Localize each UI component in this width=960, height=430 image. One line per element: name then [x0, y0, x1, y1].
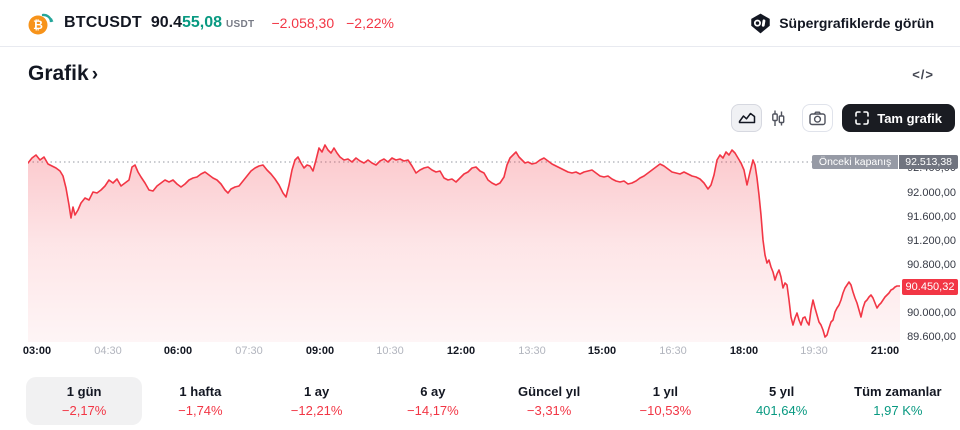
period-label: 1 gün	[66, 384, 102, 399]
time-axis-label: 09:00	[305, 345, 335, 357]
period-change-value: −14,17%	[407, 403, 459, 418]
ticker-bar: ₿ BTCUSDT 90.4 55,08 USDT −2.058,30 −2,22…	[0, 0, 960, 47]
ticker-change: −2.058,30 −2,22%	[271, 15, 394, 31]
tradingview-badge-icon	[750, 13, 771, 34]
period-button-6-ay[interactable]: 6 ay −14,17%	[375, 377, 491, 425]
price-axis-label: 91.600,00	[907, 211, 956, 223]
supercharts-link[interactable]: Süpergrafiklerde görün	[750, 13, 934, 34]
period-button-1-gün[interactable]: 1 gün −2,17%	[26, 377, 143, 425]
change-absolute: −2.058,30	[271, 15, 335, 31]
price-axis-label: 90.000,00	[907, 307, 956, 319]
svg-text:₿: ₿	[33, 18, 43, 32]
time-axis[interactable]: 03:00 04:30 06:00 07:30 09:00 10:30 12:00 13:30…	[23, 345, 900, 359]
fullscreen-button-label: Tam grafik	[877, 110, 942, 126]
period-change-value: −3,31%	[526, 403, 572, 418]
period-change-value: −1,74%	[178, 403, 223, 418]
time-axis-label: 04:30	[94, 345, 122, 357]
price-axis[interactable]: 92.400,0092.000,0091.600,0091.200,0090.8…	[900, 140, 958, 343]
period-label: 6 ay	[420, 384, 446, 399]
price-line	[27, 144, 901, 338]
ticker-symbol: BTCUSDT	[64, 14, 142, 31]
camera-icon	[809, 111, 826, 126]
chevron-right-icon: ›	[91, 63, 99, 85]
section-title: Grafik	[28, 62, 89, 85]
ticker-price: 90.4 55,08 USDT	[151, 14, 255, 32]
period-button-tüm-zamanlar[interactable]: Tüm zamanlar 1,97 K%	[840, 377, 956, 425]
snapshot-button[interactable]	[802, 104, 834, 132]
supercharts-link-label: Süpergrafiklerde görün	[779, 15, 934, 31]
time-axis-label: 16:30	[659, 345, 687, 357]
btc-pair-icon: ₿	[28, 11, 55, 36]
chart-type-switch	[731, 104, 793, 132]
period-button-1-ay[interactable]: 1 ay −12,21%	[259, 377, 375, 425]
period-label: Tüm zamanlar	[854, 384, 942, 399]
candlestick-chart-type-button[interactable]	[762, 104, 793, 132]
price-chart-plot[interactable]: TradingView	[27, 140, 901, 342]
change-percent: −2,22%	[346, 15, 394, 31]
time-axis-label: 10:30	[376, 345, 404, 357]
price-accent: 55,08	[181, 14, 223, 31]
fullscreen-chart-button[interactable]: Tam grafik	[842, 104, 955, 132]
period-button-1-hafta[interactable]: 1 hafta −1,74%	[142, 377, 258, 425]
period-selector: 1 gün −2,17% 1 hafta −1,74% 1 ay −12,21% 6 ay −…	[26, 377, 956, 425]
period-change-value: 401,64%	[755, 403, 808, 418]
embed-code-icon[interactable]: </>	[912, 66, 934, 82]
time-axis-label: 12:00	[446, 345, 476, 357]
period-change-value: −10,53%	[639, 403, 692, 418]
period-label: Güncel yıl	[518, 384, 581, 399]
fullscreen-icon	[855, 111, 870, 125]
chart-toolbar: Tam grafik	[731, 104, 955, 132]
price-axis-label: 89.600,00	[907, 331, 956, 343]
price-currency: USDT	[226, 19, 255, 30]
area-chart-icon	[738, 111, 756, 125]
period-change-value: −2,17%	[61, 403, 107, 418]
time-axis-label: 07:30	[235, 345, 263, 357]
previous-close-badge: Önceki kapanış 92.513,38	[811, 155, 958, 169]
area-chart-type-button[interactable]	[731, 104, 763, 132]
period-label: 1 yıl	[652, 384, 679, 399]
period-button-5-yıl[interactable]: 5 yıl 401,64%	[724, 377, 840, 425]
previous-close-label: Önceki kapanış	[811, 155, 899, 169]
period-button-1-yıl[interactable]: 1 yıl −10,53%	[607, 377, 723, 425]
previous-close-value: 92.513,38	[898, 155, 958, 169]
price-axis-label: 92.000,00	[907, 187, 956, 199]
price-main: 90.4	[150, 14, 182, 31]
candlestick-icon	[771, 110, 785, 127]
time-axis-label: 15:00	[587, 345, 617, 357]
period-change-value: −12,21%	[290, 403, 343, 418]
period-label: 5 yıl	[768, 384, 795, 399]
time-axis-label: 13:30	[518, 345, 546, 357]
page-header: Grafik › </>	[0, 56, 960, 92]
period-button-güncel-yıl[interactable]: Güncel yıl −3,31%	[491, 377, 607, 425]
last-price-badge: 90.450,32	[902, 279, 958, 295]
time-axis-label: 18:00	[729, 345, 759, 357]
period-change-value: 1,97 K%	[873, 403, 923, 418]
period-label: 1 hafta	[179, 384, 222, 399]
section-title-link[interactable]: Grafik ›	[28, 62, 98, 86]
price-axis-label: 90.800,00	[907, 259, 956, 271]
time-axis-label: 21:00	[870, 345, 900, 357]
time-axis-label: 03:00	[22, 345, 52, 357]
time-axis-label: 19:30	[800, 345, 828, 357]
price-area-fill	[28, 145, 900, 342]
period-label: 1 ay	[303, 384, 330, 399]
ticker-info: ₿ BTCUSDT 90.4 55,08 USDT −2.058,30 −2,22…	[28, 11, 394, 36]
time-axis-label: 06:00	[163, 345, 193, 357]
price-axis-label: 91.200,00	[907, 235, 956, 247]
